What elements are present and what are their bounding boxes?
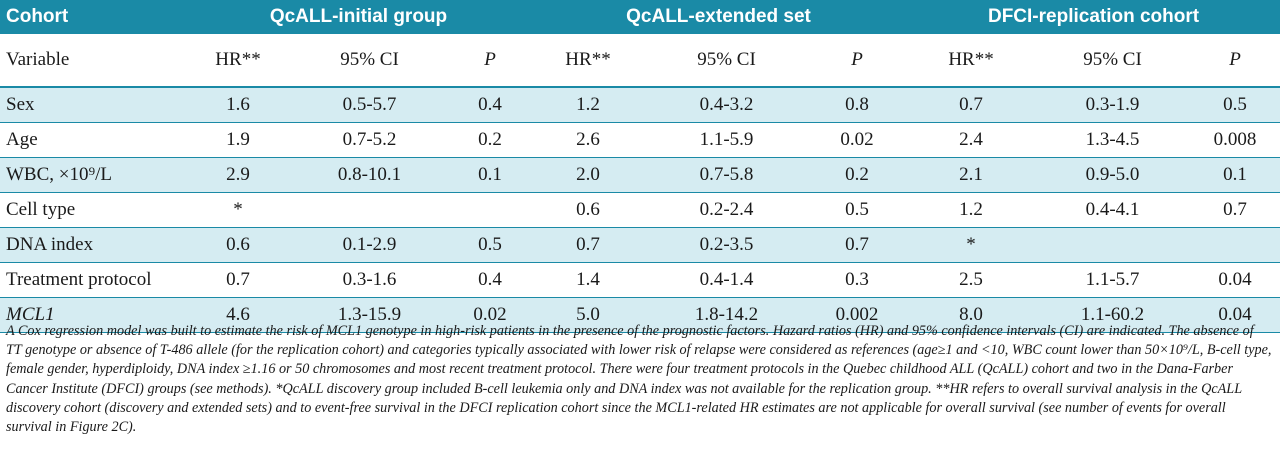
table-row: MCL1 4.6 1.3-15.9 0.02 5.0 1.8-14.2 0.002 8.0 1.… <box>0 297 1280 333</box>
table-cell: 4.6 <box>187 297 289 333</box>
table-cell: 0.04 <box>1190 262 1280 298</box>
table-cell: 0.1-2.9 <box>289 227 450 263</box>
col-header: 95% CI <box>289 34 450 88</box>
table-cell: * <box>907 227 1036 263</box>
table-cell: 0.2 <box>450 122 530 158</box>
table-cell: 8.0 <box>907 297 1036 333</box>
table-cell: 0.4-3.2 <box>646 87 807 123</box>
cox-regression-table: Cohort QcALL-initial group QcALL-extende… <box>0 0 1280 333</box>
row-variable: WBC, ×10⁹/L <box>0 157 187 193</box>
col-header: HR** <box>187 34 289 88</box>
table-cell: 0.002 <box>807 297 908 333</box>
group-qcall-initial: QcALL-initial group <box>187 0 530 34</box>
table-cell: 0.1 <box>450 157 530 193</box>
table-cell: 0.6 <box>530 192 646 228</box>
table-cell: 1.3-4.5 <box>1035 122 1191 158</box>
table-cell: 0.1 <box>1190 157 1280 193</box>
col-header: P <box>450 34 530 88</box>
variable-label: Variable <box>0 34 187 88</box>
header-row: Cohort QcALL-initial group QcALL-extende… <box>0 0 1280 34</box>
table-cell: 0.8 <box>807 87 908 123</box>
table-cell <box>1190 227 1280 263</box>
col-header: 95% CI <box>1035 34 1191 88</box>
cohort-label: Cohort <box>0 0 187 34</box>
table-cell: 2.1 <box>907 157 1036 193</box>
table-cell: 1.8-14.2 <box>646 297 807 333</box>
table-cell: 0.5 <box>450 227 530 263</box>
row-variable: Age <box>0 122 187 158</box>
table-cell: 0.2-3.5 <box>646 227 807 263</box>
table-cell: 0.3-1.6 <box>289 262 450 298</box>
subheader-row: Variable HR** 95% CI P HR** 95% CI P HR*… <box>0 34 1280 88</box>
table-cell: 1.6 <box>187 87 289 123</box>
table-cell: 1.2 <box>907 192 1036 228</box>
table-cell: 1.1-60.2 <box>1035 297 1191 333</box>
table-cell: 0.7 <box>807 227 908 263</box>
table-row: Cell type * 0.6 0.2-2.4 0.5 1.2 0.4-4.1 0.7 <box>0 192 1280 228</box>
table-cell: 0.6 <box>187 227 289 263</box>
table-footnote: A Cox regression model was built to esti… <box>6 323 1272 436</box>
table-cell: 0.7 <box>530 227 646 263</box>
table-cell: 0.7 <box>1190 192 1280 228</box>
table-cell: 2.0 <box>530 157 646 193</box>
row-variable: DNA index <box>0 227 187 263</box>
table-cell <box>289 192 450 228</box>
group-qcall-extended: QcALL-extended set <box>530 0 908 34</box>
table-cell: 2.4 <box>907 122 1036 158</box>
table-cell: 5.0 <box>530 297 646 333</box>
table-cell: 0.5-5.7 <box>289 87 450 123</box>
col-header: HR** <box>530 34 646 88</box>
table-cell: 0.7 <box>907 87 1036 123</box>
table-cell: 2.6 <box>530 122 646 158</box>
table-cell: 2.5 <box>907 262 1036 298</box>
table-cell: 1.4 <box>530 262 646 298</box>
table-row: Treatment protocol 0.7 0.3-1.6 0.4 1.4 0.4-1.… <box>0 262 1280 298</box>
table-cell: 1.9 <box>187 122 289 158</box>
row-variable: Sex <box>0 87 187 123</box>
table-cell: 0.2-2.4 <box>646 192 807 228</box>
col-header: HR** <box>907 34 1036 88</box>
col-header: P <box>1190 34 1280 88</box>
table-cell: 0.3-1.9 <box>1035 87 1191 123</box>
table-cell: 0.3 <box>807 262 908 298</box>
table-cell: 0.02 <box>450 297 530 333</box>
group-dfci-replication: DFCI-replication cohort <box>907 0 1280 34</box>
table-cell: 2.9 <box>187 157 289 193</box>
table-cell: 0.5 <box>807 192 908 228</box>
table-row: Age 1.9 0.7-5.2 0.2 2.6 1.1-5.9 0.02 2.4 1.3-4.5… <box>0 122 1280 158</box>
row-variable: Treatment protocol <box>0 262 187 298</box>
table-cell: * <box>187 192 289 228</box>
table-cell: 1.3-15.9 <box>289 297 450 333</box>
table-cell <box>1035 227 1191 263</box>
table-cell: 0.8-10.1 <box>289 157 450 193</box>
table-cell: 0.7-5.8 <box>646 157 807 193</box>
table-cell: 0.4-1.4 <box>646 262 807 298</box>
table-cell: 1.2 <box>530 87 646 123</box>
table-row: WBC, ×10⁹/L 2.9 0.8-10.1 0.1 2.0 0.7-5.8 0.2 2.… <box>0 157 1280 193</box>
table-row: DNA index 0.6 0.1-2.9 0.5 0.7 0.2-3.5 0.7 * <box>0 227 1280 263</box>
table-cell: 0.7 <box>187 262 289 298</box>
col-header: P <box>807 34 908 88</box>
table-cell: 0.2 <box>807 157 908 193</box>
table-cell: 0.008 <box>1190 122 1280 158</box>
table-cell: 0.04 <box>1190 297 1280 333</box>
table-cell: 0.9-5.0 <box>1035 157 1191 193</box>
table-cell <box>450 192 530 228</box>
table-cell: 0.4 <box>450 262 530 298</box>
row-variable: Cell type <box>0 192 187 228</box>
table-cell: 0.4 <box>450 87 530 123</box>
table-row: Sex 1.6 0.5-5.7 0.4 1.2 0.4-3.2 0.8 0.7 0.3-1.9 0… <box>0 87 1280 123</box>
table-cell: 1.1-5.7 <box>1035 262 1191 298</box>
table-cell: 0.5 <box>1190 87 1280 123</box>
table-cell: 0.4-4.1 <box>1035 192 1191 228</box>
table-cell: 0.7-5.2 <box>289 122 450 158</box>
table-cell: 0.02 <box>807 122 908 158</box>
row-variable: MCL1 <box>0 297 187 333</box>
col-header: 95% CI <box>646 34 807 88</box>
table-cell: 1.1-5.9 <box>646 122 807 158</box>
